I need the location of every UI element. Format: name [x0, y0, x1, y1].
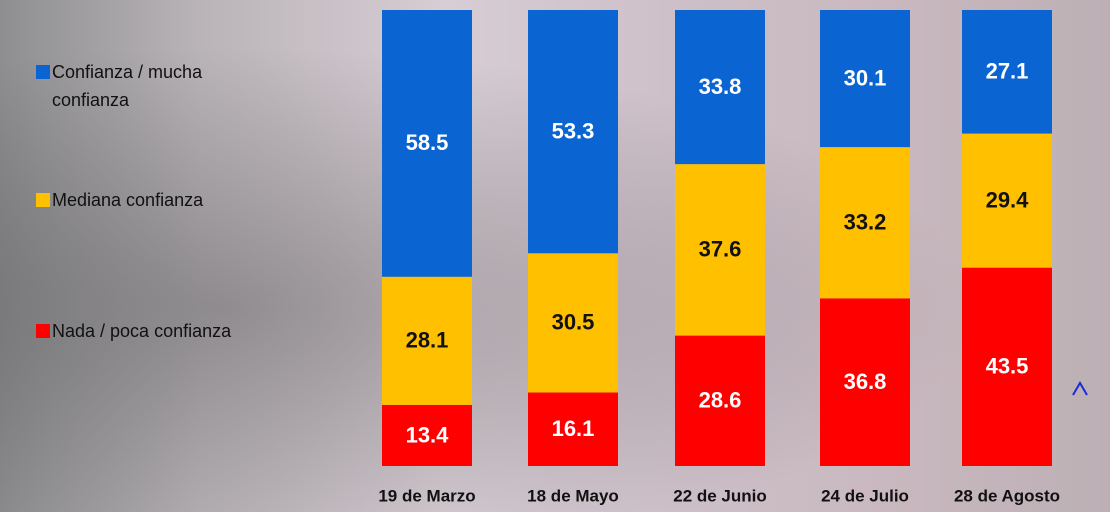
data-label: 33.8: [699, 74, 742, 99]
x-tick-label: 19 de Marzo: [378, 486, 475, 505]
bar-segment: [528, 10, 618, 254]
bar-segment: [382, 10, 472, 277]
bar-segment: [820, 10, 910, 148]
bar-segment: [528, 392, 618, 466]
data-label: 43.5: [986, 354, 1029, 379]
data-label: 13.4: [406, 422, 450, 447]
bar-segment: [962, 10, 1052, 134]
data-label: 27.1: [986, 59, 1029, 84]
arrow-icon: [1072, 381, 1088, 396]
bar-segment: [675, 335, 765, 466]
bar-segment: [382, 404, 472, 466]
legend-swatch: [36, 193, 50, 207]
legend-swatch: [36, 65, 50, 79]
legend-item: Confianza / mucha confianza: [36, 58, 256, 114]
x-tick-label: 22 de Junio: [673, 486, 767, 505]
data-label: 37.6: [699, 237, 742, 262]
legend-label: Confianza / mucha confianza: [52, 62, 203, 110]
data-label: 53.3: [552, 118, 595, 143]
bar-segment: [820, 147, 910, 299]
bar-segment: [528, 253, 618, 393]
x-tick-label: 28 de Agosto: [954, 486, 1060, 505]
bar-segment: [675, 164, 765, 336]
data-label: 28.1: [406, 328, 449, 353]
bar-segment: [675, 10, 765, 165]
data-label: 16.1: [552, 416, 595, 441]
data-label: 30.5: [552, 310, 595, 335]
bar-segment: [820, 298, 910, 466]
x-tick-label: 18 de Mayo: [527, 486, 619, 505]
x-tick-label: 24 de Julio: [821, 486, 909, 505]
legend-swatch: [36, 324, 50, 338]
legend-label: Mediana confianza: [52, 190, 204, 210]
bar-segment: [962, 133, 1052, 268]
data-label: 30.1: [844, 65, 887, 90]
bar-segment: [382, 276, 472, 405]
data-label: 36.8: [844, 369, 887, 394]
data-label: 28.6: [699, 388, 742, 413]
data-label: 33.2: [844, 210, 887, 235]
data-label: 58.5: [406, 130, 449, 155]
legend-item: Nada / poca confianza: [36, 317, 256, 345]
bar-segment: [962, 267, 1052, 466]
legend-item: Mediana confianza: [36, 186, 256, 214]
legend-label: Nada / poca confianza: [52, 321, 232, 341]
data-label: 29.4: [986, 187, 1030, 212]
